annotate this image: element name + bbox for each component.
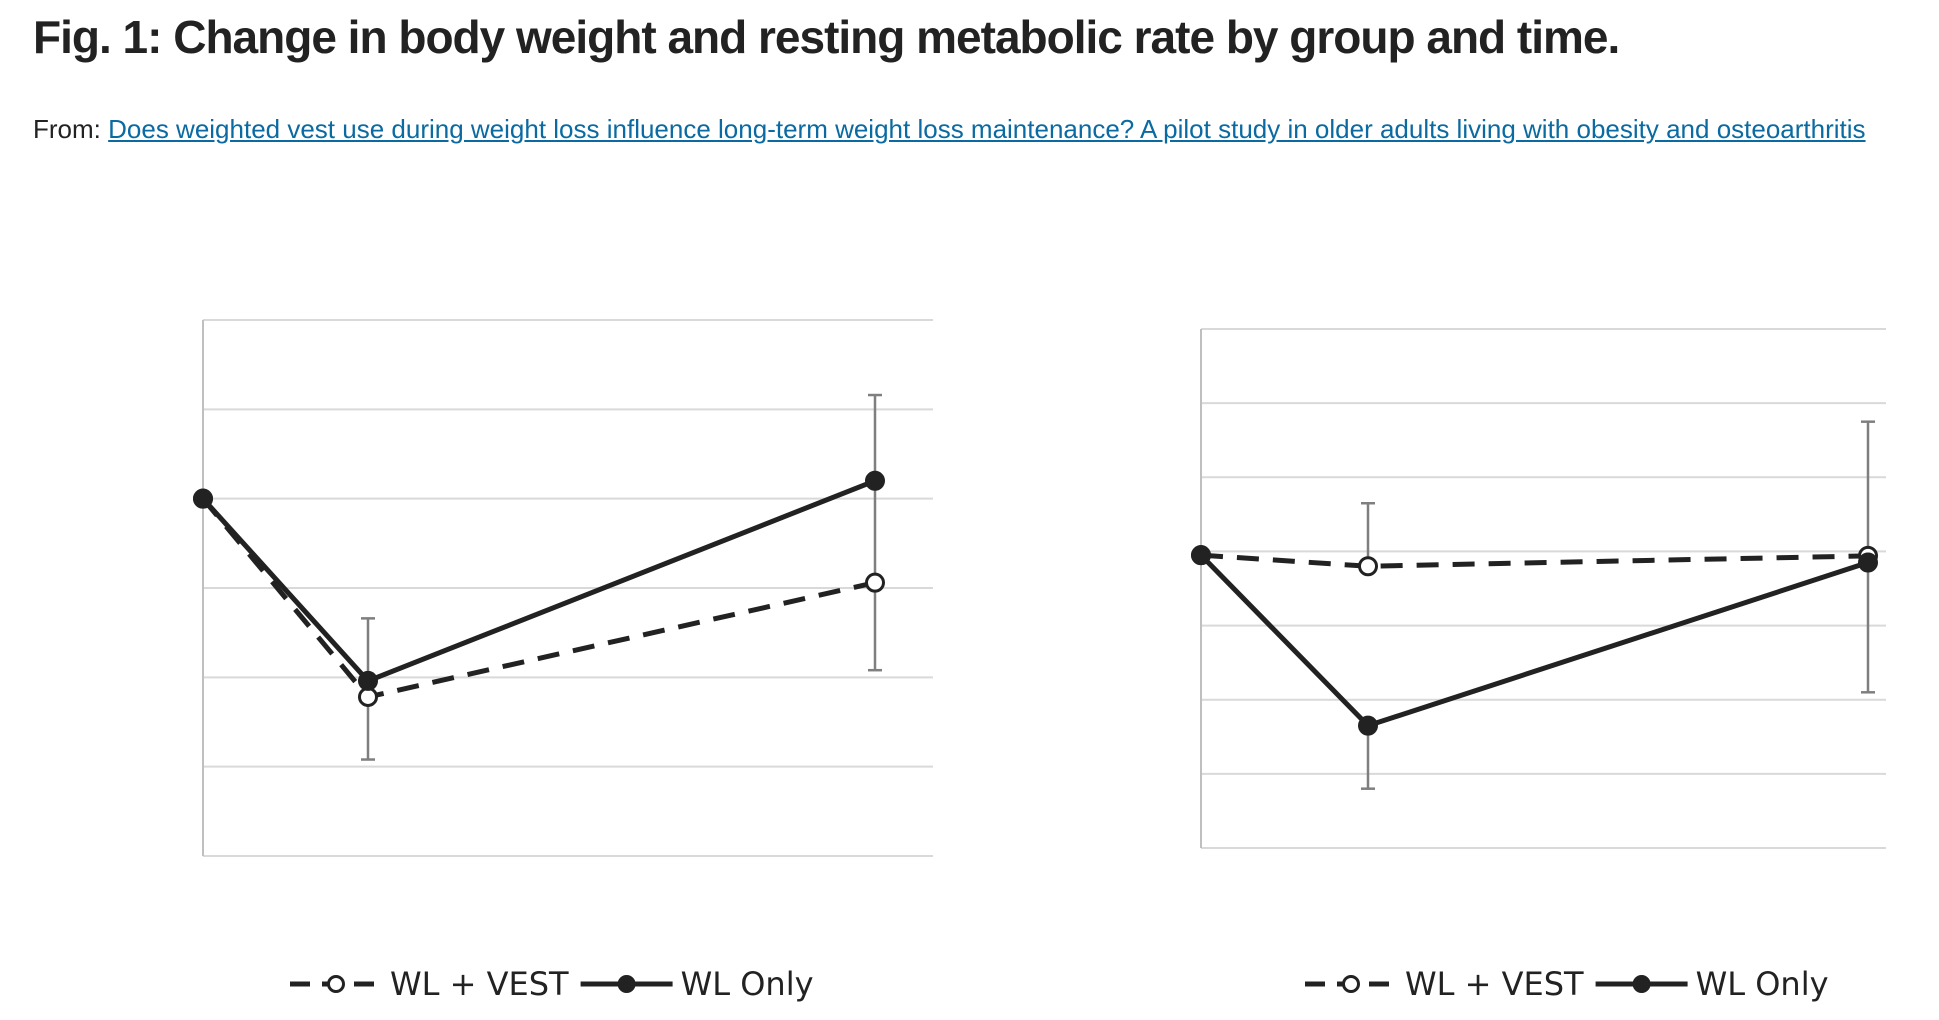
- legend-label: WL + VEST: [1405, 965, 1584, 1003]
- article-link[interactable]: Does weighted vest use during weight los…: [108, 114, 1866, 144]
- legend-label: WL + VEST: [390, 965, 569, 1003]
- wl-only-point: [865, 470, 885, 491]
- from-label: From:: [33, 114, 101, 144]
- source-line: From: Does weighted vest use during weig…: [33, 106, 1893, 152]
- wl-only-point: [1358, 715, 1378, 736]
- wl-vest-point: [1358, 556, 1378, 577]
- wl-only-point: [1858, 552, 1878, 573]
- legend-marker: [617, 975, 636, 993]
- legend-label: WL Only: [681, 965, 814, 1003]
- legend-label: WL Only: [1696, 965, 1829, 1003]
- wl-vest-line: [1200, 552, 1869, 569]
- wl-only-point: [193, 488, 213, 509]
- legend-marker: [1632, 975, 1651, 993]
- legend-marker: [327, 975, 345, 993]
- wl-only-point: [358, 670, 378, 691]
- wl-only-point: [1191, 545, 1211, 566]
- legend-marker: [1342, 975, 1360, 993]
- figure-title: Fig. 1: Change in body weight and restin…: [33, 11, 1620, 63]
- weight-chart: WL + VEST WL Only: [193, 319, 933, 1003]
- wl-vest-point: [865, 572, 885, 593]
